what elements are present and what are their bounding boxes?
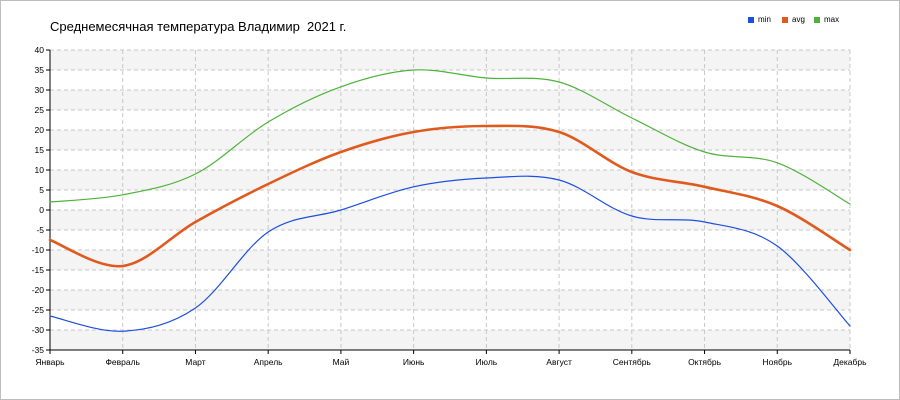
plot-band [50,50,850,70]
series-line-min [49,175,851,332]
x-tick-label: Ноябрь [763,357,793,367]
plot-band [50,250,850,270]
y-tick-label: 10 [35,165,45,175]
y-tick-label: -5 [36,225,44,235]
plot-band [50,290,850,310]
x-tick-label: Июль [476,357,498,367]
plot-band [50,90,850,110]
plot-band [50,210,850,230]
y-tick-label: -35 [32,345,45,355]
legend-label-max: max [824,15,840,24]
legend-item-max: max [814,15,839,24]
y-tick-label: -25 [32,305,45,315]
legend-item-avg: avg [782,15,805,24]
series-lines [48,69,852,332]
y-tick-label: 40 [35,45,45,55]
y-tick-label: -15 [32,265,45,275]
legend-label-avg: avg [792,15,805,24]
y-tick-label: 0 [39,205,44,215]
series-line-max [49,69,851,205]
x-axis-ticks: Январь Февраль Март Апрель Май Июнь Июль Август… [35,350,867,367]
x-tick-label: Октябрь [688,357,722,367]
plot-bands [50,50,850,350]
x-tick-label: Февраль [105,357,140,367]
x-tick-label: Июнь [403,357,425,367]
x-tick-label: Март [185,357,205,367]
y-tick-label: -20 [32,285,45,295]
plot-band [50,330,850,350]
series-line-avg [48,124,852,268]
y-tick-label: -30 [32,325,45,335]
legend-swatch-max [814,16,820,23]
legend-swatch-min [748,16,754,23]
axes [49,50,850,351]
x-tick-label: Август [546,357,572,367]
x-tick-label: Сентябрь [613,357,652,367]
legend-swatch-avg [782,16,788,23]
x-tick-label: Апрель [254,357,283,367]
chart-title: Среднемесячная температура Владимир 2021… [50,19,347,34]
x-tick-label: Декабрь [833,357,867,367]
y-tick-label: 25 [35,105,45,115]
legend-item-min: min [748,15,771,24]
y-axis-ticks: 40 35 30 25 20 15 10 5 0 -5 -10 -15 -20 -25 -30 -35 [32,45,50,355]
y-tick-label: 5 [39,185,44,195]
plot-band [50,130,850,150]
x-tick-label: Январь [35,357,65,367]
y-tick-label: 20 [35,125,45,135]
y-tick-label: 15 [35,145,45,155]
y-tick-label: 30 [35,85,45,95]
legend-label-min: min [758,15,771,24]
plot-band [50,170,850,190]
x-tick-label: Май [333,357,350,367]
y-tick-label: -10 [32,245,45,255]
y-tick-label: 35 [35,65,45,75]
